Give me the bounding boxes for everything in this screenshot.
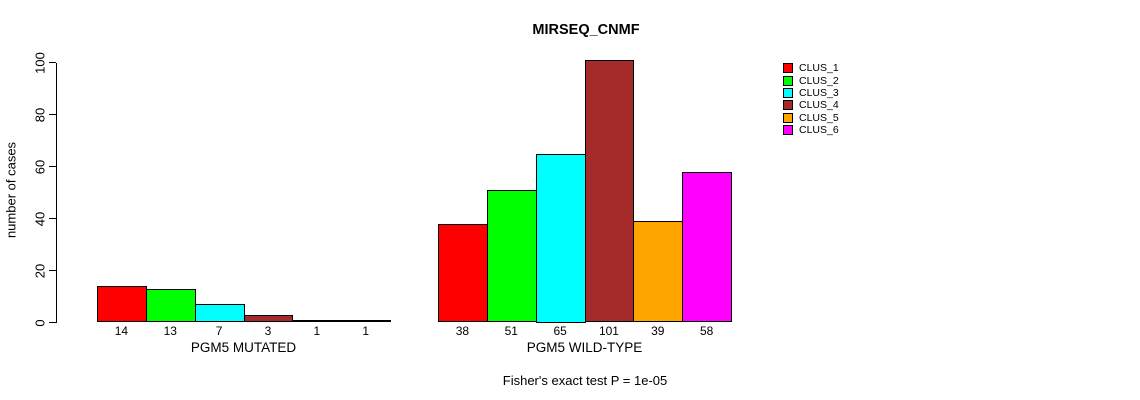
legend-row-clus_2: CLUS_2	[783, 74, 839, 87]
bar-clus_2-group1	[486, 189, 537, 323]
legend-row-clus_3: CLUS_3	[783, 87, 839, 99]
legend-row-clus_1: CLUS_1	[783, 62, 839, 74]
bar-value-label: 39	[651, 324, 665, 338]
bar-value-label: 14	[114, 324, 129, 338]
bar-clus_2-group0	[145, 288, 196, 323]
y-tick-label: 100	[32, 51, 48, 74]
bar-clus_6-group1	[682, 171, 733, 323]
bar-value-label: 7	[215, 324, 223, 338]
legend-label: CLUS_2	[799, 74, 839, 87]
bar-value-label: 1	[313, 324, 321, 338]
bar-value-label: 3	[264, 324, 272, 338]
legend-row-clus_6: CLUS_6	[783, 124, 839, 136]
legend-row-clus_5: CLUS_5	[783, 112, 839, 124]
y-tick-label: 40	[32, 211, 48, 226]
bar-clus_3-group0	[194, 304, 245, 323]
x-group-label-wildtype: PGM5 WILD-TYPE	[526, 340, 643, 355]
x-group-label-mutated: PGM5 MUTATED	[190, 340, 297, 355]
legend-swatch-clus_3	[783, 87, 793, 98]
bar-clus_3-group1	[535, 153, 586, 323]
y-tick-label: 0	[32, 318, 48, 327]
fisher-test-caption: Fisher's exact test P = 1e-05	[502, 373, 668, 388]
bar-value-label: 1	[362, 324, 370, 338]
bar-value-label: 13	[163, 324, 177, 338]
y-tick-mark	[49, 114, 56, 115]
bar-clus_5-group0	[292, 319, 343, 323]
y-axis-title: number of cases	[3, 141, 19, 239]
y-axis-line	[56, 62, 57, 323]
bar-value-label: 38	[455, 324, 470, 338]
legend-row-clus_4: CLUS_4	[783, 99, 839, 111]
bar-value-label: 65	[553, 324, 567, 338]
legend-label: CLUS_4	[799, 99, 839, 112]
legend-swatch-clus_1	[783, 63, 793, 74]
chart-title: MIRSEQ_CNMF	[532, 22, 640, 38]
legend-swatch-clus_6	[783, 125, 793, 136]
legend-swatch-clus_5	[783, 112, 793, 123]
legend-swatch-clus_2	[783, 75, 793, 86]
y-tick-label: 60	[32, 159, 48, 174]
bar-clus_4-group1	[584, 59, 635, 323]
bar-value-label: 101	[598, 324, 619, 338]
y-tick-mark	[49, 218, 56, 219]
y-tick-mark	[49, 166, 56, 167]
legend-label: CLUS_3	[799, 86, 839, 99]
y-tick-mark	[49, 62, 56, 63]
bar-clus_6-group0	[341, 319, 392, 323]
bar-value-label: 58	[699, 324, 714, 338]
y-tick-label: 20	[32, 263, 48, 278]
y-tick-mark	[49, 322, 56, 323]
y-tick-label: 80	[32, 107, 48, 122]
y-tick-mark	[49, 270, 56, 271]
legend-label: CLUS_5	[799, 111, 839, 124]
legend-label: CLUS_1	[799, 62, 839, 75]
bar-clus_1-group0	[97, 286, 147, 323]
legend-label: CLUS_6	[799, 124, 839, 137]
bar-clus_4-group0	[243, 314, 294, 323]
legend: CLUS_1 CLUS_2 CLUS_3 CLUS_4 CLUS_5 CLUS_6	[783, 62, 839, 136]
bar-value-label: 51	[504, 324, 518, 338]
bar-clus_1-group1	[438, 223, 488, 323]
bar-clus_5-group1	[633, 221, 684, 323]
legend-swatch-clus_4	[783, 100, 793, 111]
